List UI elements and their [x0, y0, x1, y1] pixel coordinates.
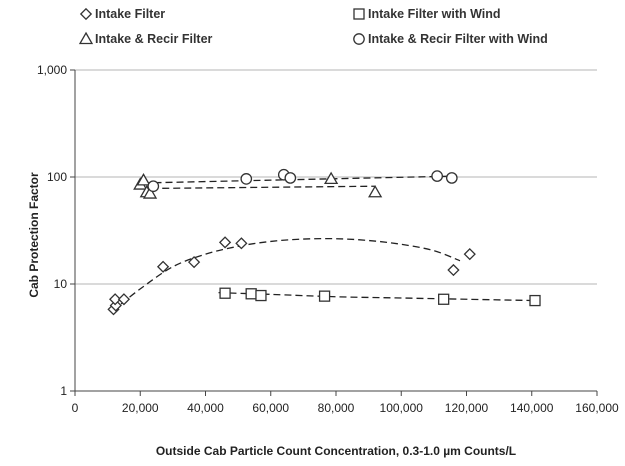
trendlines: [112, 175, 536, 312]
data-point-diamond: [156, 260, 170, 273]
legend-marker-square: [353, 8, 365, 20]
legend-label: Intake Filter: [95, 7, 165, 21]
legend-label: Intake & Recir Filter: [95, 32, 213, 46]
data-point-square: [219, 287, 231, 299]
x-tick-label: 0: [72, 401, 79, 415]
x-tick-label: 40,000: [187, 401, 224, 415]
legend-label: Intake Filter with Wind: [368, 7, 501, 21]
data-point-diamond: [235, 237, 248, 250]
data-point-square: [245, 288, 257, 300]
x-axis-title: Outside Cab Particle Count Concentration…: [156, 444, 516, 458]
data-point-circle: [240, 173, 253, 185]
data-point-diamond: [447, 263, 460, 277]
data-point-diamond: [187, 256, 201, 269]
data-point-diamond: [463, 248, 476, 261]
data-point-circle: [284, 172, 297, 184]
x-tick-label: 100,000: [380, 401, 424, 415]
data-point-circle: [147, 180, 160, 193]
data-point-diamond: [109, 293, 122, 306]
y-tick-label: 100: [47, 170, 67, 184]
x-tick-label: 80,000: [318, 401, 355, 415]
data-markers: [107, 168, 541, 316]
y-tick-label: 1: [60, 384, 67, 398]
trendline-circle: [143, 175, 457, 184]
trendline-square: [218, 292, 536, 302]
legend: Intake Filter Intake Filter with Wind Inta…: [78, 7, 548, 46]
gridlines: [75, 69, 597, 285]
x-tick-label: 60,000: [252, 401, 289, 415]
legend-marker-circle: [353, 33, 365, 45]
data-point-circle: [431, 170, 443, 182]
data-point-circle: [445, 172, 458, 184]
data-point-square: [529, 294, 541, 307]
trendline-triangle: [140, 185, 376, 190]
trendline-diamond: [112, 237, 461, 312]
data-point-diamond: [218, 236, 232, 249]
y-tick-label: 1,000: [37, 63, 67, 77]
x-tick-label: 140,000: [510, 401, 554, 415]
data-point-triangle: [368, 184, 383, 198]
legend-marker-diamond: [79, 7, 93, 21]
data-point-triangle: [323, 171, 339, 185]
data-point-triangle: [142, 186, 158, 199]
data-point-square: [438, 293, 450, 305]
y-tick-label: 10: [54, 277, 68, 291]
x-tick-label: 20,000: [122, 401, 159, 415]
legend-marker-triangle: [78, 31, 94, 45]
legend-label: Intake & Recir Filter with Wind: [368, 32, 548, 46]
data-point-triangle: [136, 173, 151, 186]
x-tick-label: 160,000: [575, 401, 619, 415]
data-point-square: [318, 290, 331, 302]
axes: 1 10 100 1,000 0 20,000 40,000 60,000 80,000 100,…: [37, 63, 619, 415]
data-point-diamond: [117, 293, 131, 306]
y-axis-title: Cab Protection Factor: [27, 172, 41, 298]
data-point-square: [255, 289, 267, 302]
x-tick-label: 120,000: [445, 401, 489, 415]
